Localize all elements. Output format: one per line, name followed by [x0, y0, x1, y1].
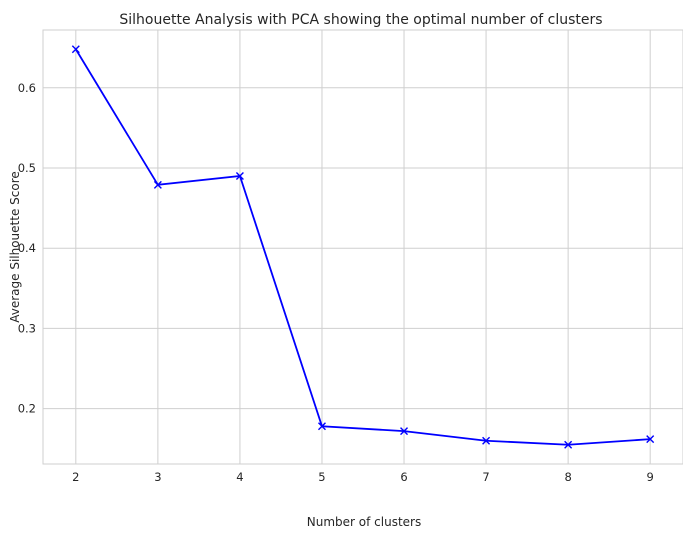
- y-tick-label: 0.6: [18, 81, 36, 95]
- x-tick-label: 4: [236, 470, 243, 484]
- plot-frame: [42, 29, 683, 465]
- y-tick-label: 0.3: [18, 321, 36, 335]
- series: [71, 45, 655, 449]
- data-point-marker: [646, 435, 655, 444]
- x-axis-label: Number of clusters: [307, 515, 421, 529]
- data-point-marker: [235, 172, 244, 180]
- x-tick-label: 8: [564, 470, 571, 484]
- x-tick-label: 6: [400, 470, 407, 484]
- data-point-marker: [564, 440, 573, 449]
- x-tick-label: 3: [154, 470, 161, 484]
- data-point-marker: [71, 45, 80, 54]
- data-point-marker: [317, 422, 326, 431]
- data-point-marker: [153, 180, 162, 189]
- x-tick-label: 9: [647, 470, 654, 484]
- grid: [43, 30, 683, 464]
- data-point-marker: [400, 427, 409, 436]
- y-tick-label: 0.5: [18, 161, 36, 175]
- chart-title: Silhouette Analysis with PCA showing the…: [119, 12, 602, 28]
- tick-labels: 2 3 4 5 6 7 8 9 0.2 0.3 0.4 0.5 0.6: [18, 81, 654, 484]
- x-tick-label: 5: [318, 470, 325, 484]
- series-line: [75, 48, 651, 446]
- x-tick-label: 7: [482, 470, 489, 484]
- data-point-marker: [482, 436, 491, 445]
- y-tick-label: 0.2: [18, 402, 36, 416]
- y-axis-label: Average Silhouette Score: [8, 171, 22, 323]
- y-tick-label: 0.4: [18, 241, 36, 255]
- x-tick-label: 2: [72, 470, 79, 484]
